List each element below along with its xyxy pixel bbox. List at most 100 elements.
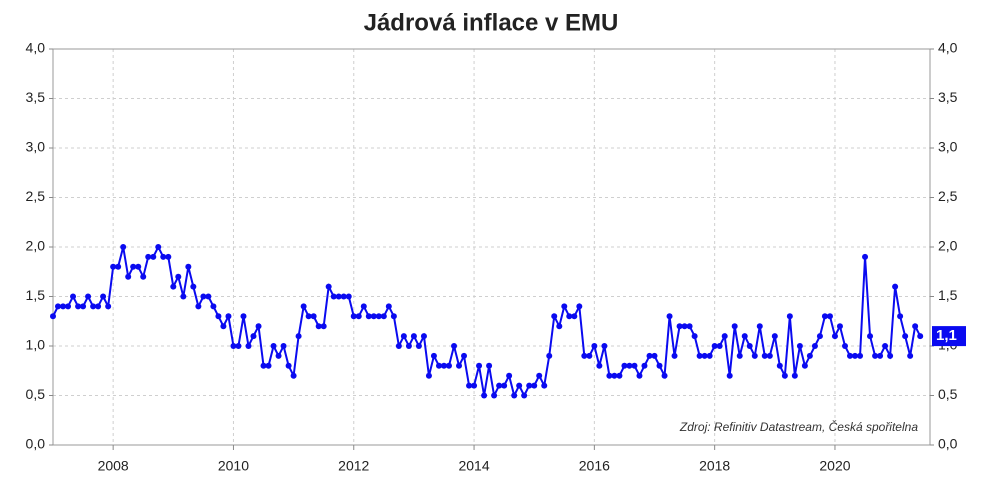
point (160, 253, 167, 260)
point (616, 372, 623, 379)
point (420, 333, 427, 340)
point (846, 352, 853, 359)
point (571, 313, 578, 320)
point (511, 392, 518, 399)
point (220, 323, 227, 330)
point (100, 293, 107, 300)
x-tick-label: 2018 (699, 458, 730, 474)
point (561, 303, 568, 310)
point (320, 323, 327, 330)
point (711, 343, 718, 349)
point (165, 253, 172, 260)
point (862, 253, 869, 260)
point (681, 323, 688, 330)
point (666, 313, 673, 320)
point (461, 352, 468, 359)
point (636, 372, 643, 379)
y2-tick-label: 3,5 (938, 89, 958, 105)
point (195, 303, 202, 310)
point (365, 313, 372, 320)
x-tick-label: 2016 (579, 458, 610, 474)
point (606, 372, 613, 379)
point (536, 372, 543, 379)
point (250, 333, 257, 340)
point (85, 293, 92, 300)
point (205, 293, 212, 300)
point (265, 362, 272, 369)
point (907, 352, 914, 359)
point (50, 313, 56, 320)
point (741, 333, 748, 340)
y2-tick-label: 0,5 (938, 386, 958, 402)
point (641, 362, 648, 369)
point (556, 323, 563, 330)
point (476, 362, 483, 369)
point (706, 352, 713, 359)
point (456, 362, 463, 369)
point (656, 362, 663, 369)
point (591, 343, 598, 349)
point (150, 253, 157, 260)
point (836, 323, 843, 330)
point (115, 263, 122, 270)
point (746, 343, 753, 349)
x-tick-label: 2020 (819, 458, 850, 474)
point (350, 313, 357, 320)
point (781, 372, 788, 379)
point (385, 303, 392, 310)
point (180, 293, 187, 300)
point (290, 372, 297, 379)
point (275, 352, 282, 359)
point (75, 303, 82, 310)
point (105, 303, 112, 310)
point (235, 343, 242, 349)
point (686, 323, 693, 330)
point (240, 313, 247, 320)
point (586, 352, 593, 359)
point (370, 313, 377, 320)
point (887, 352, 894, 359)
source-note: Zdroj: Refinitiv Datastream, Česká spoři… (679, 419, 918, 434)
point (415, 343, 422, 349)
point (345, 293, 352, 300)
point (546, 352, 553, 359)
point (796, 343, 803, 349)
point (506, 372, 513, 379)
point (791, 372, 798, 379)
point (65, 303, 72, 310)
point (305, 313, 312, 320)
point (175, 273, 182, 280)
point (400, 333, 407, 340)
point (491, 392, 498, 399)
y2-tick-label: 2,0 (938, 238, 958, 254)
point (761, 352, 768, 359)
point (581, 352, 588, 359)
point (912, 323, 919, 330)
point (751, 352, 758, 359)
point (882, 343, 889, 349)
point (410, 333, 417, 340)
y-tick-label: 0,0 (26, 436, 46, 452)
point (816, 333, 823, 340)
point (756, 323, 763, 330)
point (310, 313, 317, 320)
point (215, 313, 222, 320)
point (60, 303, 67, 310)
point (661, 372, 668, 379)
point (435, 362, 442, 369)
point (80, 303, 87, 310)
point (766, 352, 773, 359)
point (516, 382, 523, 389)
point (646, 352, 653, 359)
point (440, 362, 447, 369)
point (185, 263, 192, 270)
point (445, 362, 452, 369)
point (877, 352, 884, 359)
point (90, 303, 97, 310)
point (145, 253, 152, 260)
point (125, 273, 132, 280)
end-label: 1,1 (936, 327, 957, 344)
point (270, 343, 277, 349)
y2-tick-label: 2,5 (938, 188, 958, 204)
